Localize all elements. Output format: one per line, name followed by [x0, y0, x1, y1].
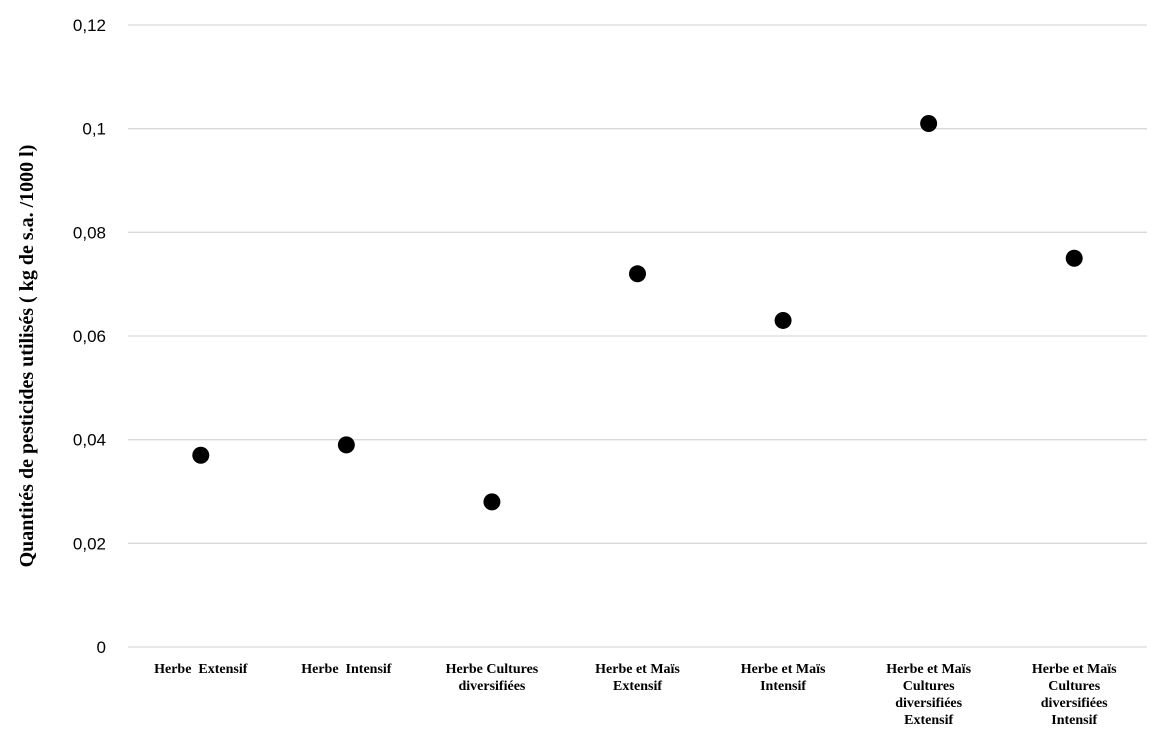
- x-tick-label-line: Cultures: [1048, 679, 1100, 694]
- data-point: [629, 265, 646, 283]
- x-tick-label-line: Herbe Extensif: [154, 662, 248, 677]
- data-point: [920, 114, 938, 132]
- y-axis-label: Quantités de pesticides utilisés ( kg de…: [16, 145, 38, 568]
- x-tick-label-line: Intensif: [760, 679, 806, 694]
- y-tick-label: 0,12: [73, 16, 106, 35]
- data-point: [337, 436, 355, 454]
- y-tick-label: 0,06: [73, 327, 106, 346]
- y-tick-label: 0,08: [73, 223, 106, 242]
- data-point: [774, 311, 792, 329]
- x-tick-label-line: Herbe Cultures: [446, 662, 539, 677]
- y-tick-label: 0,02: [73, 534, 106, 553]
- data-points: [192, 114, 1083, 511]
- grid-layer: [128, 24, 1147, 648]
- data-point: [192, 446, 210, 464]
- x-tick-label-line: diversifiées: [1041, 696, 1108, 711]
- x-tick-label: Herbe et Maïs Cultures diversifiées Intensi…: [1032, 662, 1117, 728]
- x-axis-ticks: Herbe Extensif Herbe Intensif Herbe Cultur…: [154, 662, 1117, 728]
- x-tick-label-line: Cultures: [903, 679, 955, 694]
- x-tick-label-line: diversifiées: [895, 696, 962, 711]
- x-tick-label-line: Extensif: [904, 713, 953, 728]
- x-tick-label: Herbe Intensif: [301, 662, 392, 677]
- x-tick-label-line: Herbe et Maïs: [1032, 662, 1117, 677]
- x-tick-label-line: Herbe Intensif: [301, 662, 392, 677]
- y-tick-label: 0: [97, 638, 106, 657]
- y-axis-ticks: 0 0,02 0,04 0,06 0,08 0,1 0,12: [73, 16, 106, 657]
- x-tick-label-line: Extensif: [613, 679, 662, 694]
- x-tick-label-line: Herbe et Maïs: [595, 662, 680, 677]
- x-tick-label-line: diversifiées: [458, 679, 525, 694]
- x-tick-label: Herbe et Maïs Extensif: [595, 662, 680, 694]
- x-tick-label-line: Herbe et Maïs: [886, 662, 971, 677]
- x-tick-label: Herbe Extensif: [154, 662, 248, 677]
- x-tick-label: Herbe Cultures diversifiées: [446, 662, 539, 694]
- x-tick-label-line: Herbe et Maïs: [741, 662, 826, 677]
- x-tick-label: Herbe et Maïs Intensif: [741, 662, 826, 694]
- y-tick-label: 0,04: [73, 431, 106, 450]
- y-tick-label: 0,1: [82, 120, 106, 139]
- x-tick-label: Herbe et Maïs Cultures diversifiées Extensi…: [886, 662, 971, 728]
- x-tick-label-line: Intensif: [1051, 713, 1097, 728]
- data-point: [1065, 249, 1083, 267]
- data-point: [483, 493, 501, 511]
